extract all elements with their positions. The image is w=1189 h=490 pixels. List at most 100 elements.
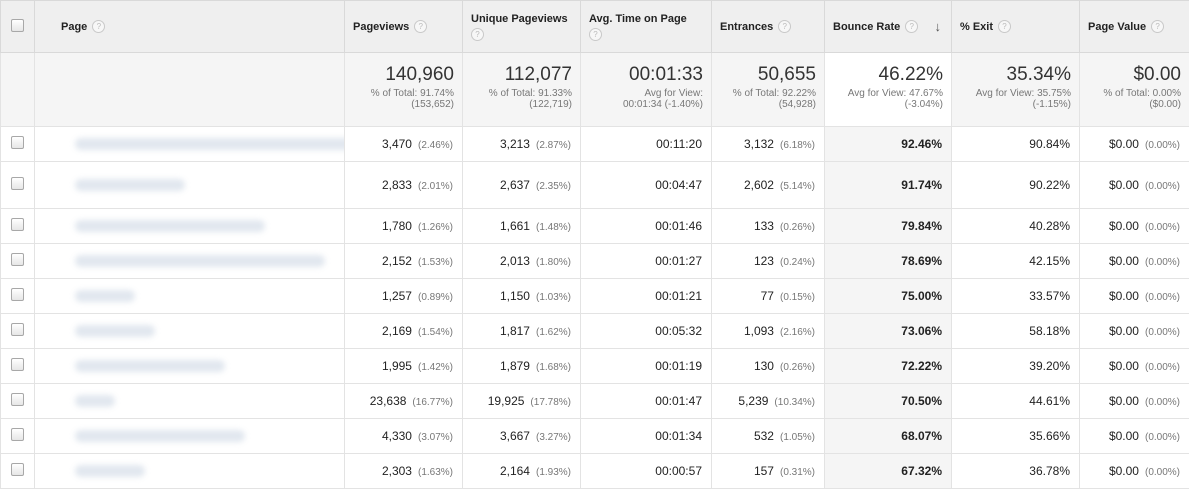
unique-cell: 2,164 (1.93%) — [462, 453, 581, 489]
unique-percent: (3.27%) — [535, 432, 571, 443]
pageviews-percent: (16.77%) — [412, 397, 453, 408]
help-icon[interactable]: ? — [998, 20, 1012, 34]
entrances-cell: 123 (0.24%) — [711, 243, 825, 279]
bounce-value: 79.84% — [901, 219, 942, 233]
entrances-cell: 2,602 (5.14%) — [711, 161, 825, 209]
table-row[interactable]: 1,780 (1.26%) 1,661 (1.48%) 00:01:46 133 (0.26… — [0, 208, 1189, 244]
table-row[interactable]: 23,638 (16.77%) 19,925 (17.78%) 00:01:47 5,23… — [0, 383, 1189, 419]
page-value-cell: $0.00 (0.00%) — [1079, 453, 1189, 489]
exit-value: 90.84% — [1029, 137, 1070, 151]
table-row[interactable]: 1,995 (1.42%) 1,879 (1.68%) 00:01:19 130 (0.26… — [0, 348, 1189, 384]
redacted-page-url — [75, 290, 135, 302]
row-checkbox[interactable] — [11, 463, 24, 476]
help-icon[interactable]: ? — [589, 28, 602, 42]
help-icon[interactable]: ? — [1151, 20, 1165, 34]
exit-value: 58.18% — [1029, 324, 1070, 338]
total-sub: Avg for View: 47.67% — [847, 88, 943, 99]
table-row[interactable]: 4,330 (3.07%) 3,667 (3.27%) 00:01:34 532 (1.05… — [0, 418, 1189, 454]
row-select-cell — [0, 278, 35, 314]
entrances-percent: (1.05%) — [779, 432, 815, 443]
col-page-value[interactable]: Page Value? — [1079, 0, 1189, 53]
col-unique-label: Unique Pageviews — [471, 12, 568, 25]
row-checkbox[interactable] — [11, 428, 24, 441]
row-checkbox[interactable] — [11, 218, 24, 231]
table-row[interactable]: 2,833 (2.01%) 2,637 (2.35%) 00:04:47 2,602 (5.… — [0, 161, 1189, 209]
col-exit-label: % Exit — [960, 20, 994, 33]
exit-value: 39.20% — [1029, 359, 1070, 373]
help-icon[interactable]: ? — [471, 28, 484, 42]
help-icon[interactable]: ? — [905, 20, 919, 34]
entrances-percent: (0.15%) — [779, 292, 815, 303]
page-value-percent: (0.00%) — [1144, 432, 1180, 443]
bounce-cell: 78.69% — [824, 243, 952, 279]
row-checkbox[interactable] — [11, 177, 24, 190]
col-unique-pageviews[interactable]: Unique Pageviews? — [462, 0, 581, 53]
exit-cell: 35.66% — [951, 418, 1080, 454]
avg-time-cell: 00:01:46 — [580, 208, 712, 244]
entrances-percent: (2.16%) — [779, 327, 815, 338]
total-sub: 00:01:34 (-1.40%) — [622, 99, 703, 110]
help-icon[interactable]: ? — [778, 20, 792, 34]
row-checkbox[interactable] — [11, 393, 24, 406]
col-entrances[interactable]: Entrances? — [711, 0, 825, 53]
page-cell[interactable] — [34, 208, 345, 244]
select-all-checkbox[interactable] — [11, 18, 24, 32]
avg-time-cell: 00:00:57 — [580, 453, 712, 489]
pageviews-value: 1,780 — [381, 219, 412, 233]
page-cell[interactable] — [34, 126, 345, 162]
table-row[interactable]: 1,257 (0.89%) 1,150 (1.03%) 00:01:21 77 (0.15%… — [0, 278, 1189, 314]
page-cell[interactable] — [34, 278, 345, 314]
help-icon[interactable]: ? — [92, 20, 106, 34]
unique-percent: (2.87%) — [535, 140, 571, 151]
bounce-cell: 73.06% — [824, 313, 952, 349]
help-icon[interactable]: ? — [414, 20, 428, 34]
bounce-cell: 70.50% — [824, 383, 952, 419]
exit-cell: 90.84% — [951, 126, 1080, 162]
bounce-value: 68.07% — [901, 429, 942, 443]
header-row: Page? Pageviews? Unique Pageviews? Avg. … — [0, 0, 1189, 53]
exit-cell: 42.15% — [951, 243, 1080, 279]
exit-value: 40.28% — [1029, 219, 1070, 233]
entrances-percent: (5.14%) — [779, 181, 815, 192]
avg-time-value: 00:00:57 — [655, 464, 702, 478]
page-cell[interactable] — [34, 383, 345, 419]
row-checkbox[interactable] — [11, 136, 24, 149]
page-cell[interactable] — [34, 243, 345, 279]
entrances-percent: (0.26%) — [779, 222, 815, 233]
exit-cell: 58.18% — [951, 313, 1080, 349]
unique-value: 2,164 — [499, 464, 530, 478]
page-value-cell: $0.00 (0.00%) — [1079, 313, 1189, 349]
pageviews-percent: (0.89%) — [417, 292, 453, 303]
page-cell[interactable] — [34, 418, 345, 454]
table-row[interactable]: 2,169 (1.54%) 1,817 (1.62%) 00:05:32 1,093 (2.… — [0, 313, 1189, 349]
row-checkbox[interactable] — [11, 288, 24, 301]
row-checkbox[interactable] — [11, 323, 24, 336]
pageviews-percent: (1.53%) — [417, 257, 453, 268]
unique-percent: (1.48%) — [535, 222, 571, 233]
table-row[interactable]: 3,470 (2.46%) 3,213 (2.87%) 00:11:20 3,132 (6.… — [0, 126, 1189, 162]
row-checkbox[interactable] — [11, 253, 24, 266]
col-pageviews[interactable]: Pageviews? — [344, 0, 463, 53]
entrances-cell: 5,239 (10.34%) — [711, 383, 825, 419]
bounce-cell: 67.32% — [824, 453, 952, 489]
total-sub: Avg for View: 35.75% — [975, 88, 1071, 99]
col-exit[interactable]: % Exit? — [951, 0, 1080, 53]
page-cell[interactable] — [34, 161, 345, 209]
pageviews-percent: (1.26%) — [417, 222, 453, 233]
page-value-percent: (0.00%) — [1144, 181, 1180, 192]
col-avg-time[interactable]: Avg. Time on Page? — [580, 0, 712, 53]
col-page[interactable]: Page? — [34, 0, 345, 53]
avg-time-value: 00:04:47 — [655, 178, 702, 192]
page-cell[interactable] — [34, 348, 345, 384]
table-row[interactable]: 2,152 (1.53%) 2,013 (1.80%) 00:01:27 123 (0.24… — [0, 243, 1189, 279]
sort-descending-icon[interactable]: ↓ — [934, 18, 942, 34]
row-checkbox[interactable] — [11, 358, 24, 371]
col-bounce-rate[interactable]: Bounce Rate? ↓ — [824, 0, 952, 53]
page-value-percent: (0.00%) — [1144, 257, 1180, 268]
table-row[interactable]: 2,303 (1.63%) 2,164 (1.93%) 00:00:57 157 (0.31… — [0, 453, 1189, 489]
total-value: 50,655 — [757, 64, 816, 85]
pageviews-percent: (1.63%) — [417, 467, 453, 478]
page-cell[interactable] — [34, 453, 345, 489]
page-cell[interactable] — [34, 313, 345, 349]
avg-time-cell: 00:01:19 — [580, 348, 712, 384]
